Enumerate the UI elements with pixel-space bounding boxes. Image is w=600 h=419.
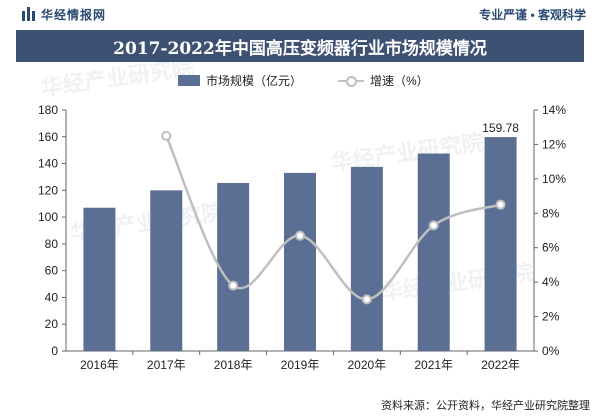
growth-line xyxy=(165,135,501,301)
x-tick-label: 2017年 xyxy=(147,358,186,372)
x-tick-label: 2018年 xyxy=(214,358,253,372)
y-left-tick-label: 0 xyxy=(51,344,58,358)
bar xyxy=(284,172,316,351)
y-right-tick-label: 2% xyxy=(542,310,560,324)
x-tick-label: 2021年 xyxy=(414,358,453,372)
y-left-tick-label: 160 xyxy=(38,130,58,144)
growth-point xyxy=(495,199,506,210)
y-left-tick-label: 40 xyxy=(45,290,59,304)
bar-data-label: 159.78 xyxy=(482,121,519,135)
x-tick-label: 2022年 xyxy=(481,358,520,372)
y-right-tick-label: 8% xyxy=(542,206,560,220)
bar xyxy=(350,166,383,351)
y-left-tick-label: 100 xyxy=(38,210,58,224)
growth-point xyxy=(161,130,172,141)
chart-title-bar: 2017-2022年中国高压变频器行业市场规模情况 xyxy=(16,30,584,62)
y-right-tick-label: 14% xyxy=(542,103,566,117)
y-right-tick-label: 4% xyxy=(542,275,560,289)
y-left-tick-label: 20 xyxy=(45,317,59,331)
x-tick-label: 2019年 xyxy=(281,358,320,372)
growth-point xyxy=(228,280,239,291)
y-left-tick-label: 180 xyxy=(38,103,58,117)
brand-name: 华经情报网 xyxy=(41,7,107,22)
chart-legend: 市场规模（亿元） 增速（%） xyxy=(0,72,600,94)
legend-bar-label: 市场规模（亿元） xyxy=(206,74,303,88)
y-left-tick-label: 80 xyxy=(45,237,59,251)
x-tick-label: 2016年 xyxy=(80,358,119,372)
growth-point xyxy=(361,294,372,305)
chart-title: 2017-2022年中国高压变频器行业市场规模情况 xyxy=(113,38,487,59)
growth-point xyxy=(295,230,305,241)
brand: 华经情报网 xyxy=(22,6,106,23)
source-note: 资料来源：公开资料，华经产业研究院整理 xyxy=(381,400,590,412)
bar xyxy=(484,137,517,351)
slogan: 专业严谨 • 客观科学 xyxy=(479,7,586,22)
bar xyxy=(150,190,183,351)
y-right-tick-label: 0% xyxy=(542,344,560,358)
y-left-tick-label: 60 xyxy=(45,264,59,278)
legend-item-bar: 市场规模（亿元） xyxy=(178,72,302,89)
legend-line-label: 增速（%） xyxy=(370,74,429,88)
legend-bar-swatch xyxy=(178,75,200,86)
y-right-tick-label: 6% xyxy=(542,241,560,255)
legend-line-swatch xyxy=(338,75,364,87)
bar xyxy=(417,153,450,351)
y-left-tick-label: 120 xyxy=(38,183,58,197)
legend-item-line: 增速（%） xyxy=(338,72,429,89)
x-tick-label: 2020年 xyxy=(348,358,387,372)
top-bar: 华经情报网 专业严谨 • 客观科学 xyxy=(0,0,600,28)
y-left-tick-label: 140 xyxy=(38,157,58,171)
brand-logo-icon xyxy=(22,7,35,21)
bar xyxy=(83,207,116,351)
growth-point xyxy=(428,220,439,231)
y-right-tick-label: 12% xyxy=(542,137,566,151)
y-right-tick-label: 10% xyxy=(542,172,566,186)
bar xyxy=(217,182,250,351)
